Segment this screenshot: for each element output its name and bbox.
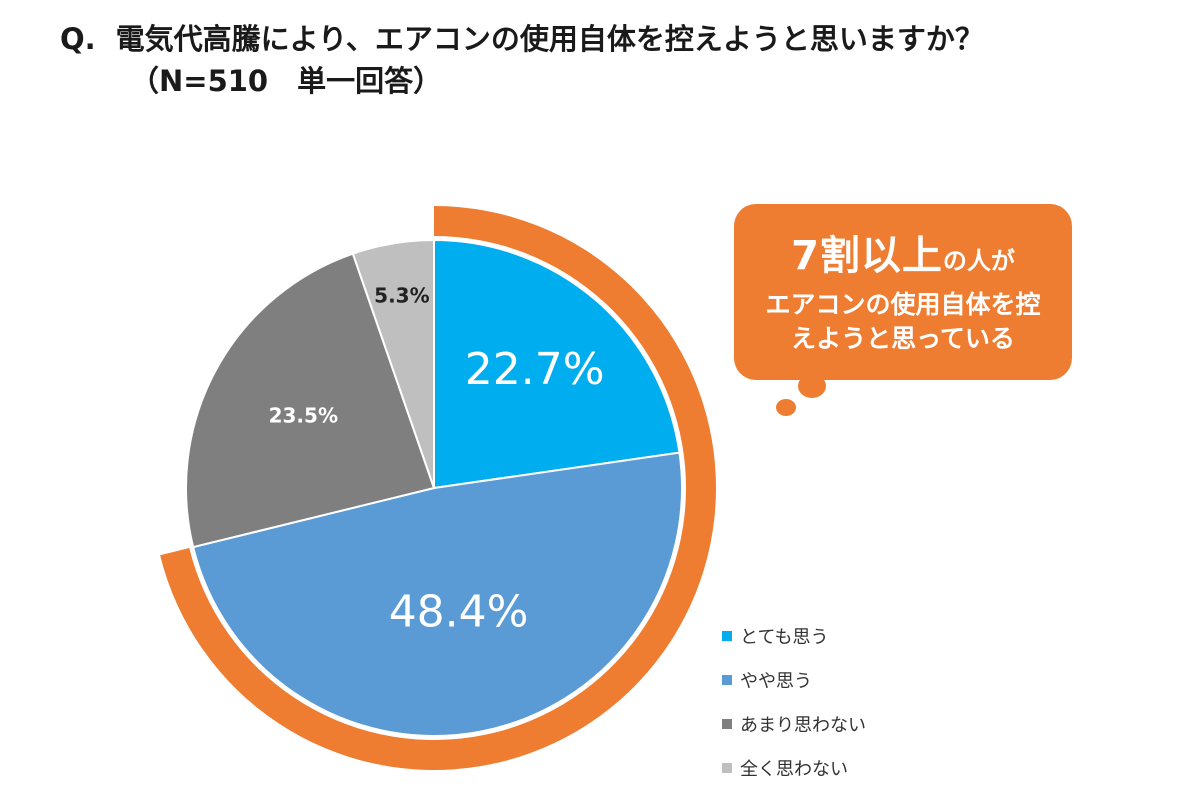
callout-tail-dot-small — [776, 399, 796, 416]
legend-swatch — [722, 763, 732, 773]
legend-swatch — [722, 675, 732, 685]
legend-item: 全く思わない — [722, 746, 866, 790]
data-label: 23.5% — [269, 403, 338, 427]
legend-item: やや思う — [722, 658, 866, 702]
callout-line-3: えようと思っている — [791, 324, 1015, 353]
callout-highlight: 7割以上 — [791, 233, 943, 279]
callout-line-2: エアコンの使用自体を控 — [765, 290, 1041, 319]
legend: とても思う やや思う あまり思わない 全く思わない — [722, 614, 866, 790]
legend-label: 全く思わない — [740, 759, 848, 780]
legend-label: あまり思わない — [740, 715, 866, 736]
data-label: 48.4% — [389, 587, 529, 638]
legend-label: やや思う — [740, 671, 812, 692]
callout-subject: の人が — [942, 247, 1015, 275]
data-label: 22.7% — [465, 344, 605, 395]
callout-tail-dot-large — [798, 374, 826, 398]
legend-swatch — [722, 631, 732, 641]
question-label: Q. — [60, 22, 96, 56]
pie-slice — [185, 252, 436, 549]
pie-slice — [433, 238, 681, 490]
pie-slice — [191, 451, 683, 737]
data-label: 5.3% — [374, 284, 429, 308]
callout-bubble: 7割以上の人が エアコンの使用自体を控 えようと思っている — [734, 204, 1072, 380]
question-text: 電気代高騰により、エアコンの使用自体を控えようと思いますか？ — [115, 22, 984, 56]
chart-title: Q. 電気代高騰により、エアコンの使用自体を控えようと思いますか？ （N=510 … — [60, 18, 984, 102]
sample-note: （N=510 単一回答） — [130, 64, 443, 98]
pie-slice — [351, 238, 435, 489]
legend-label: とても思う — [740, 627, 829, 648]
legend-item: あまり思わない — [722, 702, 866, 746]
legend-swatch — [722, 719, 732, 729]
legend-item: とても思う — [722, 614, 866, 658]
